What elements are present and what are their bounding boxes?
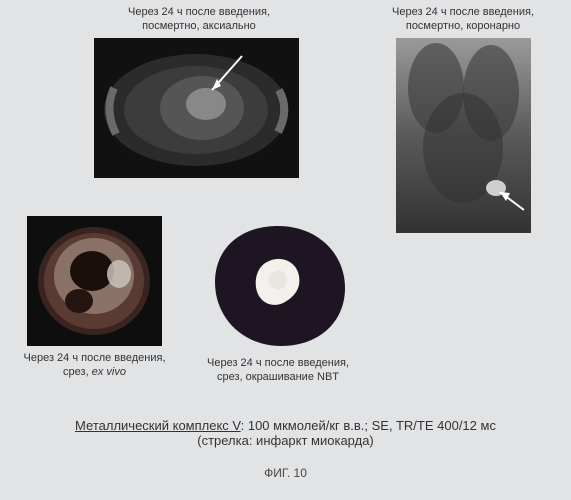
caption-coronal: Через 24 ч после введения, посмертно, ко… (378, 6, 548, 34)
panel-exvivo: Через 24 ч после введения, срез, ex vivo (22, 216, 167, 380)
caption-coronal-line1: Через 24 ч после введения, (392, 6, 534, 18)
caption-axial: Через 24 ч после введения, посмертно, ак… (94, 6, 304, 34)
caption-axial-line1: Через 24 ч после введения, (128, 6, 270, 18)
caption-exvivo-line2a: срез, (63, 366, 92, 378)
image-axial (94, 38, 299, 178)
caption-nbt-line1: Через 24 ч после введения, (207, 357, 349, 369)
panel-axial: Через 24 ч после введения, посмертно, ак… (94, 6, 304, 178)
footer-text: Металлический комплекс V: 100 мкмолей/кг… (0, 418, 571, 448)
panel-nbt: Через 24 ч после введения, срез, окрашив… (198, 218, 358, 385)
mri-coronal-svg (396, 38, 531, 233)
mri-axial-svg (94, 38, 299, 178)
exvivo-svg (27, 216, 162, 346)
nbt-svg (203, 218, 353, 353)
footer-note: (стрелка: инфаркт миокарда) (197, 433, 374, 448)
caption-exvivo-line1: Через 24 ч после введения, (24, 352, 166, 364)
caption-exvivo-line2b: ex vivo (92, 366, 126, 378)
footer-params: : 100 мкмолей/кг в.в.; SE, TR/TE 400/12 … (241, 418, 496, 433)
caption-coronal-line2: посмертно, коронарно (406, 20, 520, 32)
caption-nbt: Через 24 ч после введения, срез, окрашив… (198, 357, 358, 385)
compound-label: Металлический комплекс V (75, 418, 241, 433)
caption-nbt-line2: срез, окрашивание NBT (217, 371, 339, 383)
image-coronal (396, 38, 531, 233)
figure-label: ФИГ. 10 (0, 466, 571, 480)
caption-axial-line2: посмертно, аксиально (142, 20, 256, 32)
image-nbt (203, 218, 353, 353)
caption-exvivo: Через 24 ч после введения, срез, ex vivo (22, 352, 167, 380)
image-exvivo (27, 216, 162, 346)
panel-coronal: Через 24 ч после введения, посмертно, ко… (378, 6, 548, 233)
